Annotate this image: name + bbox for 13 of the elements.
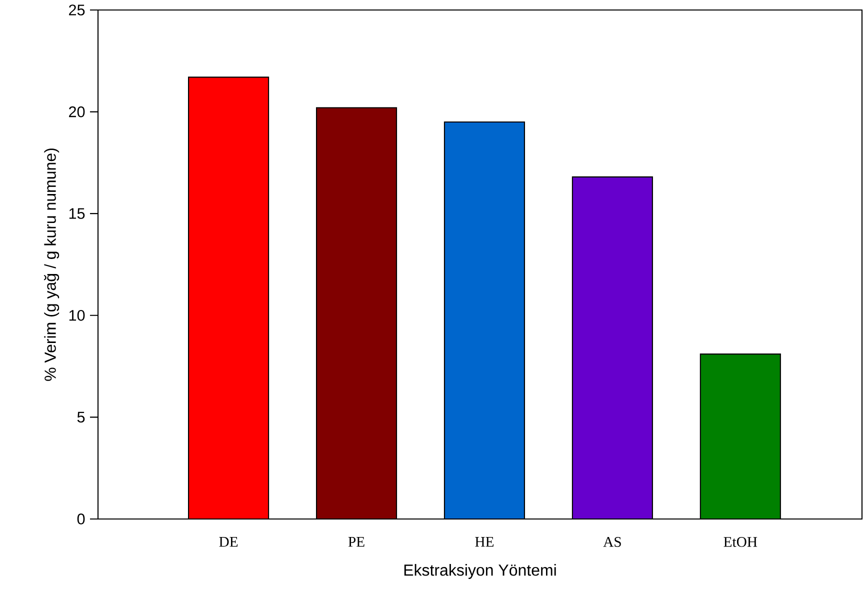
y-tick-label: 10: [69, 310, 85, 321]
y-tick-label: 20: [69, 106, 85, 118]
x-tick-label: EtOH: [724, 537, 758, 547]
x-tick-label: DE: [219, 537, 238, 547]
y-axis-title: % Verim (g yağ / g kuru numune): [44, 148, 60, 381]
x-tick-label: PE: [348, 537, 364, 547]
y-tick-label: 25: [69, 4, 85, 16]
x-axis-title: Ekstraksiyon Yöntemi: [404, 564, 556, 579]
x-tick-label: HE: [475, 537, 494, 547]
y-tick-label: 0: [77, 514, 85, 524]
y-tick-label: 5: [77, 412, 85, 423]
x-tick-label: AS: [603, 537, 621, 547]
y-tick-label: 15: [69, 208, 85, 219]
